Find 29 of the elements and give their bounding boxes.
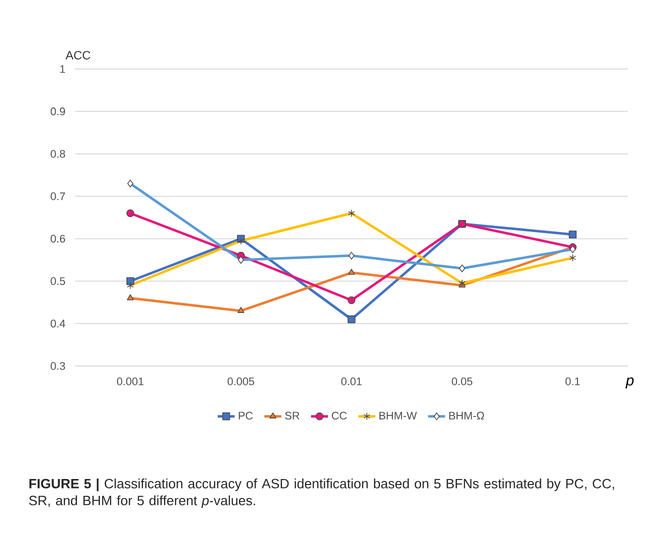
point — [126, 294, 134, 300]
point — [348, 268, 355, 275]
x-tick-label: 0.005 — [228, 377, 254, 386]
point — [348, 315, 356, 324]
legend-label: PC — [238, 412, 253, 420]
x-tick-label: 0.05 — [452, 377, 472, 386]
text: FIGURE 5 | Classification accuracy of ASD identification based on 5 BFNs estimated by PC, CC, SR, and BHM for 5 different p-values. — [29, 478, 614, 508]
legend-label: BHM-W — [379, 412, 417, 420]
y-tick-label: 0.5 — [50, 277, 66, 286]
y-tick-label: 0.8 — [50, 150, 66, 158]
y-tick-label: 0.9 — [50, 108, 65, 116]
y-tick-label: 1 — [60, 65, 65, 73]
legend-label: CC — [332, 412, 347, 420]
legend-label: BHM-Ω — [449, 412, 484, 420]
x-tick-label: 0.01 — [341, 377, 362, 386]
y-tick-label: 0.3 — [50, 362, 66, 370]
x-tick-label: 0.001 — [117, 377, 144, 386]
point — [126, 209, 134, 218]
point — [348, 296, 356, 304]
point — [568, 230, 577, 238]
x-axis-title: p — [625, 377, 634, 389]
y-tick-label: 0.6 — [50, 234, 66, 243]
point — [126, 277, 134, 286]
y-axis-title: ACC — [66, 51, 90, 60]
point — [237, 306, 244, 313]
legend-label: SR — [285, 412, 300, 420]
y-tick-label: 0.4 — [50, 320, 66, 328]
y-tick-label: 0.7 — [50, 192, 65, 200]
x-tick-label: 0.1 — [566, 377, 580, 386]
